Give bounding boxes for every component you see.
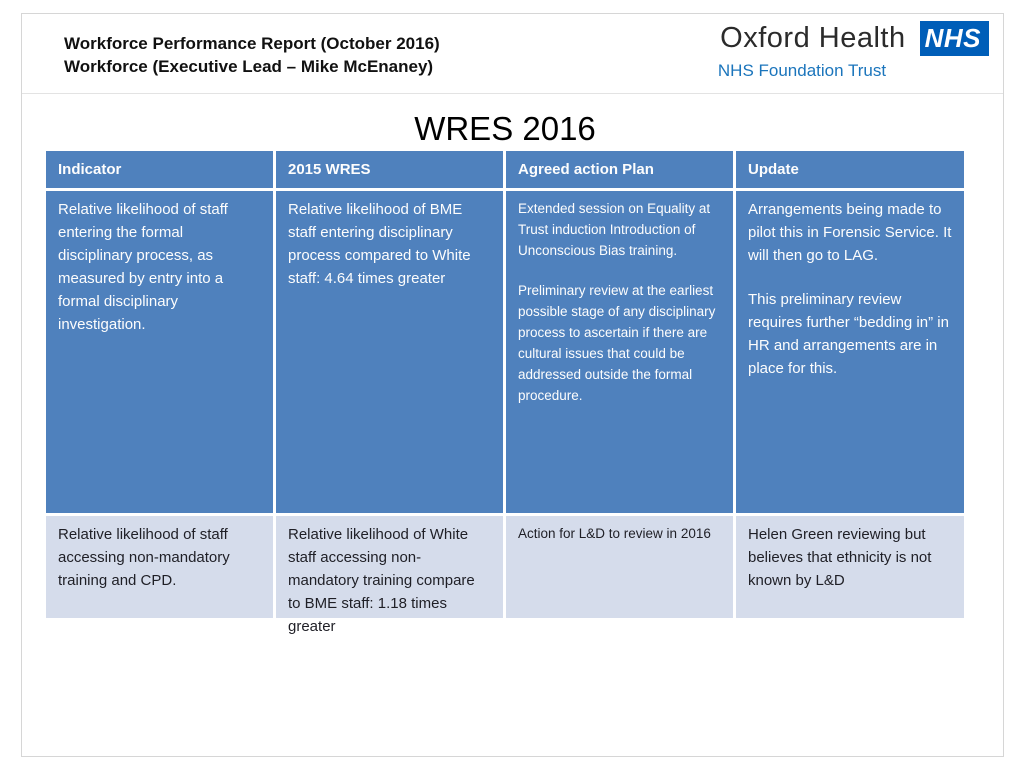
column-header-indicator: Indicator <box>46 151 273 188</box>
table-cell-row2-2015-wres: Relative likelihood of White staff acces… <box>276 516 503 635</box>
nhs-logo-box: NHS <box>919 21 989 56</box>
header-band: Workforce Performance Report (October 20… <box>22 14 1003 94</box>
table-cell-row1-2015-wres: Relative likelihood of BME staff enterin… <box>276 191 503 513</box>
cell-text: Action for L&D to review in 2016 <box>518 526 711 541</box>
slide-title: WRES 2016 <box>414 110 596 147</box>
table-cell-row2-indicator: Relative likelihood of staff accessing n… <box>46 516 273 618</box>
cell-text: Relative likelihood of staff entering th… <box>58 201 228 333</box>
column-header-2015-wres: 2015 WRES <box>276 151 503 188</box>
report-title-line1: Workforce Performance Report (October 20… <box>64 34 440 53</box>
cell-text: Arrangements being made to pilot this in… <box>748 201 952 264</box>
wres-table: Indicator 2015 WRES Agreed action Plan U… <box>46 151 964 635</box>
table-cell-row1-update: Arrangements being made to pilot this in… <box>736 191 964 513</box>
report-title-line2: Workforce (Executive Lead – Mike McEnane… <box>64 57 434 76</box>
oxford-health-nhs-logo: Oxford Health NHS NHS Foundation Trust <box>713 14 989 81</box>
table-cell-row1-indicator: Relative likelihood of staff entering th… <box>46 191 273 513</box>
slide: Workforce Performance Report (October 20… <box>21 13 1004 757</box>
table-cell-row1-action-plan: Extended session on Equality at Trust in… <box>506 191 733 513</box>
column-header-update: Update <box>736 151 964 188</box>
table-cell-row2-update: Helen Green reviewing but believes that … <box>736 516 964 618</box>
cell-text: This preliminary review requires further… <box>748 291 949 377</box>
column-header-agreed-action-plan: Agreed action Plan <box>506 151 733 188</box>
cell-text: Helen Green reviewing but believes that … <box>748 526 932 589</box>
report-title: Workforce Performance Report (October 20… <box>64 14 440 78</box>
cell-text: Extended session on Equality at Trust in… <box>518 201 711 258</box>
nhs-foundation-trust-label: NHS Foundation Trust <box>717 61 887 80</box>
cell-text: Preliminary review at the earliest possi… <box>518 283 716 403</box>
table-cell-row2-action-plan: Action for L&D to review in 2016 <box>506 516 733 618</box>
logo-top-row: Oxford Health NHS <box>720 21 989 56</box>
cell-text: Relative likelihood of staff accessing n… <box>58 526 230 589</box>
cell-text: Relative likelihood of White staff acces… <box>288 526 475 635</box>
cell-text: Relative likelihood of BME staff enterin… <box>288 201 471 287</box>
oxford-health-wordmark: Oxford Health <box>720 22 906 54</box>
